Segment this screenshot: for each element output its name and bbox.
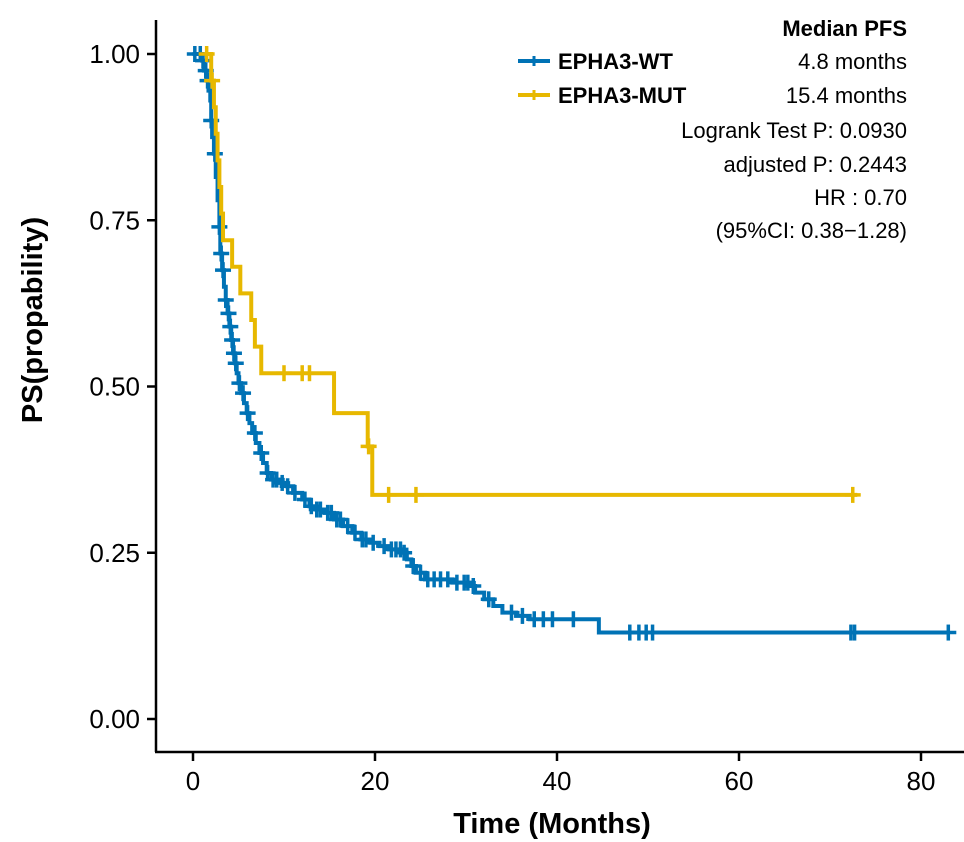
censor-mark-epha3-mut [380,486,397,503]
stats-annotation: Median PFS 4.8 months 15.4 months Logran… [681,16,907,243]
censor-mark-epha3-wt [365,534,382,551]
censor-mark-epha3-wt [544,611,561,628]
y-axis-title: PS(propability) [17,217,49,423]
censor-mark-epha3-wt [644,624,661,641]
censor-mark-epha3-wt [286,484,303,501]
x-tick-label: 20 [361,766,390,796]
legend-label-wt: EPHA3-WT [558,49,673,74]
censor-mark-epha3-wt [227,355,244,372]
censor-mark-epha3-wt [565,611,582,628]
y-tick-label: 0.00 [89,704,140,734]
censor-mark-epha3-wt [253,445,270,461]
censor-mark-epha3-wt [246,425,263,442]
y-ticks: 0.00 0.25 0.50 0.75 1.00 [89,39,156,734]
x-ticks: 0 20 40 60 80 [186,752,936,796]
censor-mark-epha3-wt [239,405,256,422]
censor-mark-epha3-wt [846,624,863,641]
y-tick-label: 1.00 [89,39,140,69]
censor-mark-epha3-wt [514,607,531,624]
y-tick-label: 0.75 [89,205,140,235]
censor-mark-epha3-wt [225,345,242,362]
censor-mark-epha3-mut [844,486,861,503]
plot-area [186,46,957,641]
censor-mark-epha3-wt [503,604,520,621]
legend-item-wt: EPHA3-WT [518,49,673,74]
legend-item-mut: EPHA3-MUT [518,83,687,108]
censor-mark-epha3-wt [206,145,223,162]
survival-curve-epha3-mut [204,52,858,497]
censor-mark-epha3-mut [204,72,221,89]
hazard-ratio: HR : 0.70 [814,185,907,210]
y-tick-label: 0.25 [89,538,140,568]
x-tick-label: 60 [725,766,754,796]
censor-mark-epha3-wt [231,375,248,392]
censor-mark-epha3-wt [376,538,393,555]
censor-mark-epha3-wt [465,578,482,594]
censor-mark-epha3-wt [940,624,957,641]
x-axis-title: Time (Months) [453,808,651,840]
censor-mark-epha3-wt [217,292,234,309]
censor-mark-epha3-wt [215,262,232,279]
legend: EPHA3-WT EPHA3-MUT [518,49,687,108]
censor-mark-epha3-wt [439,571,456,588]
confidence-interval: (95%CI: 0.38−1.28) [716,218,907,243]
legend-label-mut: EPHA3-MUT [558,83,687,108]
censor-mark-epha3-wt [213,245,230,262]
censor-mark-epha3-wt [220,305,237,322]
censor-mark-epha3-wt [480,591,497,608]
censor-mark-epha3-wt [312,501,329,518]
median-wt-value: 4.8 months [798,49,907,74]
censor-mark-epha3-mut [198,46,215,62]
censor-mark-epha3-mut [301,365,318,382]
adjusted-p: adjusted P: 0.2443 [724,152,907,177]
x-tick-label: 0 [186,766,200,796]
x-tick-label: 80 [907,766,936,796]
axes: 0 20 40 60 80 0.00 0.25 0.50 0.75 1.00 [89,20,964,796]
censor-mark-epha3-mut [360,438,377,455]
y-tick-label: 0.50 [89,372,140,402]
median-pfs-header: Median PFS [782,16,907,41]
censor-mark-epha3-mut [276,365,292,382]
censor-mark-epha3-wt [224,331,241,348]
logrank-p: Logrank Test P: 0.0930 [681,118,907,143]
censor-mark-epha3-wt [357,531,374,548]
x-tick-label: 40 [543,766,572,796]
censor-mark-epha3-wt [235,385,252,402]
censor-mark-epha3-wt [396,544,413,561]
censor-mark-epha3-wt [222,318,239,335]
censor-mark-epha3-mut [407,486,424,503]
median-mut-value: 15.4 months [786,83,907,108]
